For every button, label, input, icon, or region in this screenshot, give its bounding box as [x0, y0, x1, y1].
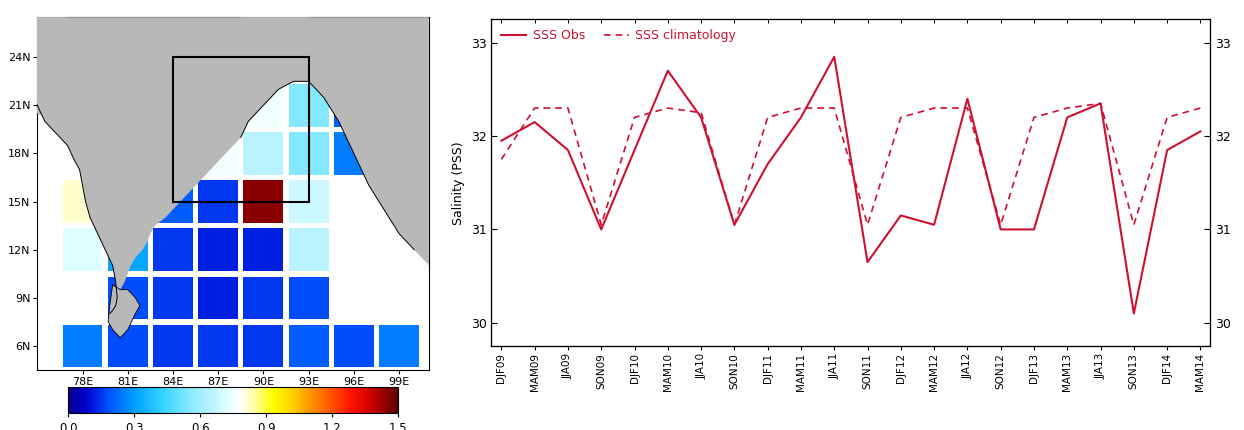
Bar — [198, 180, 238, 223]
Bar — [108, 276, 148, 319]
Polygon shape — [108, 285, 139, 338]
Bar — [108, 228, 148, 271]
Bar — [379, 325, 419, 367]
Polygon shape — [241, 17, 429, 266]
Y-axis label: Salinity (PSS): Salinity (PSS) — [452, 141, 465, 224]
Bar — [153, 276, 193, 319]
Bar — [153, 325, 193, 367]
Bar — [244, 132, 284, 175]
Polygon shape — [0, 17, 309, 314]
Bar — [244, 276, 284, 319]
Bar — [289, 276, 328, 319]
Bar — [289, 180, 328, 223]
Bar — [108, 132, 148, 175]
Bar — [198, 132, 238, 175]
Bar — [289, 132, 328, 175]
Legend: SSS Obs, SSS climatology: SSS Obs, SSS climatology — [496, 25, 740, 47]
Bar — [244, 228, 284, 271]
Bar — [244, 180, 284, 223]
Bar — [108, 325, 148, 367]
Bar — [198, 276, 238, 319]
Bar — [108, 180, 148, 223]
Bar — [62, 325, 102, 367]
Bar — [198, 84, 238, 126]
Bar — [333, 132, 373, 175]
Bar — [244, 325, 284, 367]
Bar — [244, 84, 284, 126]
Bar — [153, 180, 193, 223]
Bar — [173, 57, 309, 202]
Bar — [153, 228, 193, 271]
Bar — [289, 84, 328, 126]
Bar — [333, 84, 373, 126]
Bar — [198, 36, 238, 78]
Bar — [62, 228, 102, 271]
Bar — [198, 325, 238, 367]
Bar — [289, 325, 328, 367]
Bar — [62, 180, 102, 223]
Bar — [289, 228, 328, 271]
Bar — [198, 228, 238, 271]
Bar — [153, 132, 193, 175]
Bar — [333, 325, 373, 367]
Polygon shape — [0, 17, 67, 121]
